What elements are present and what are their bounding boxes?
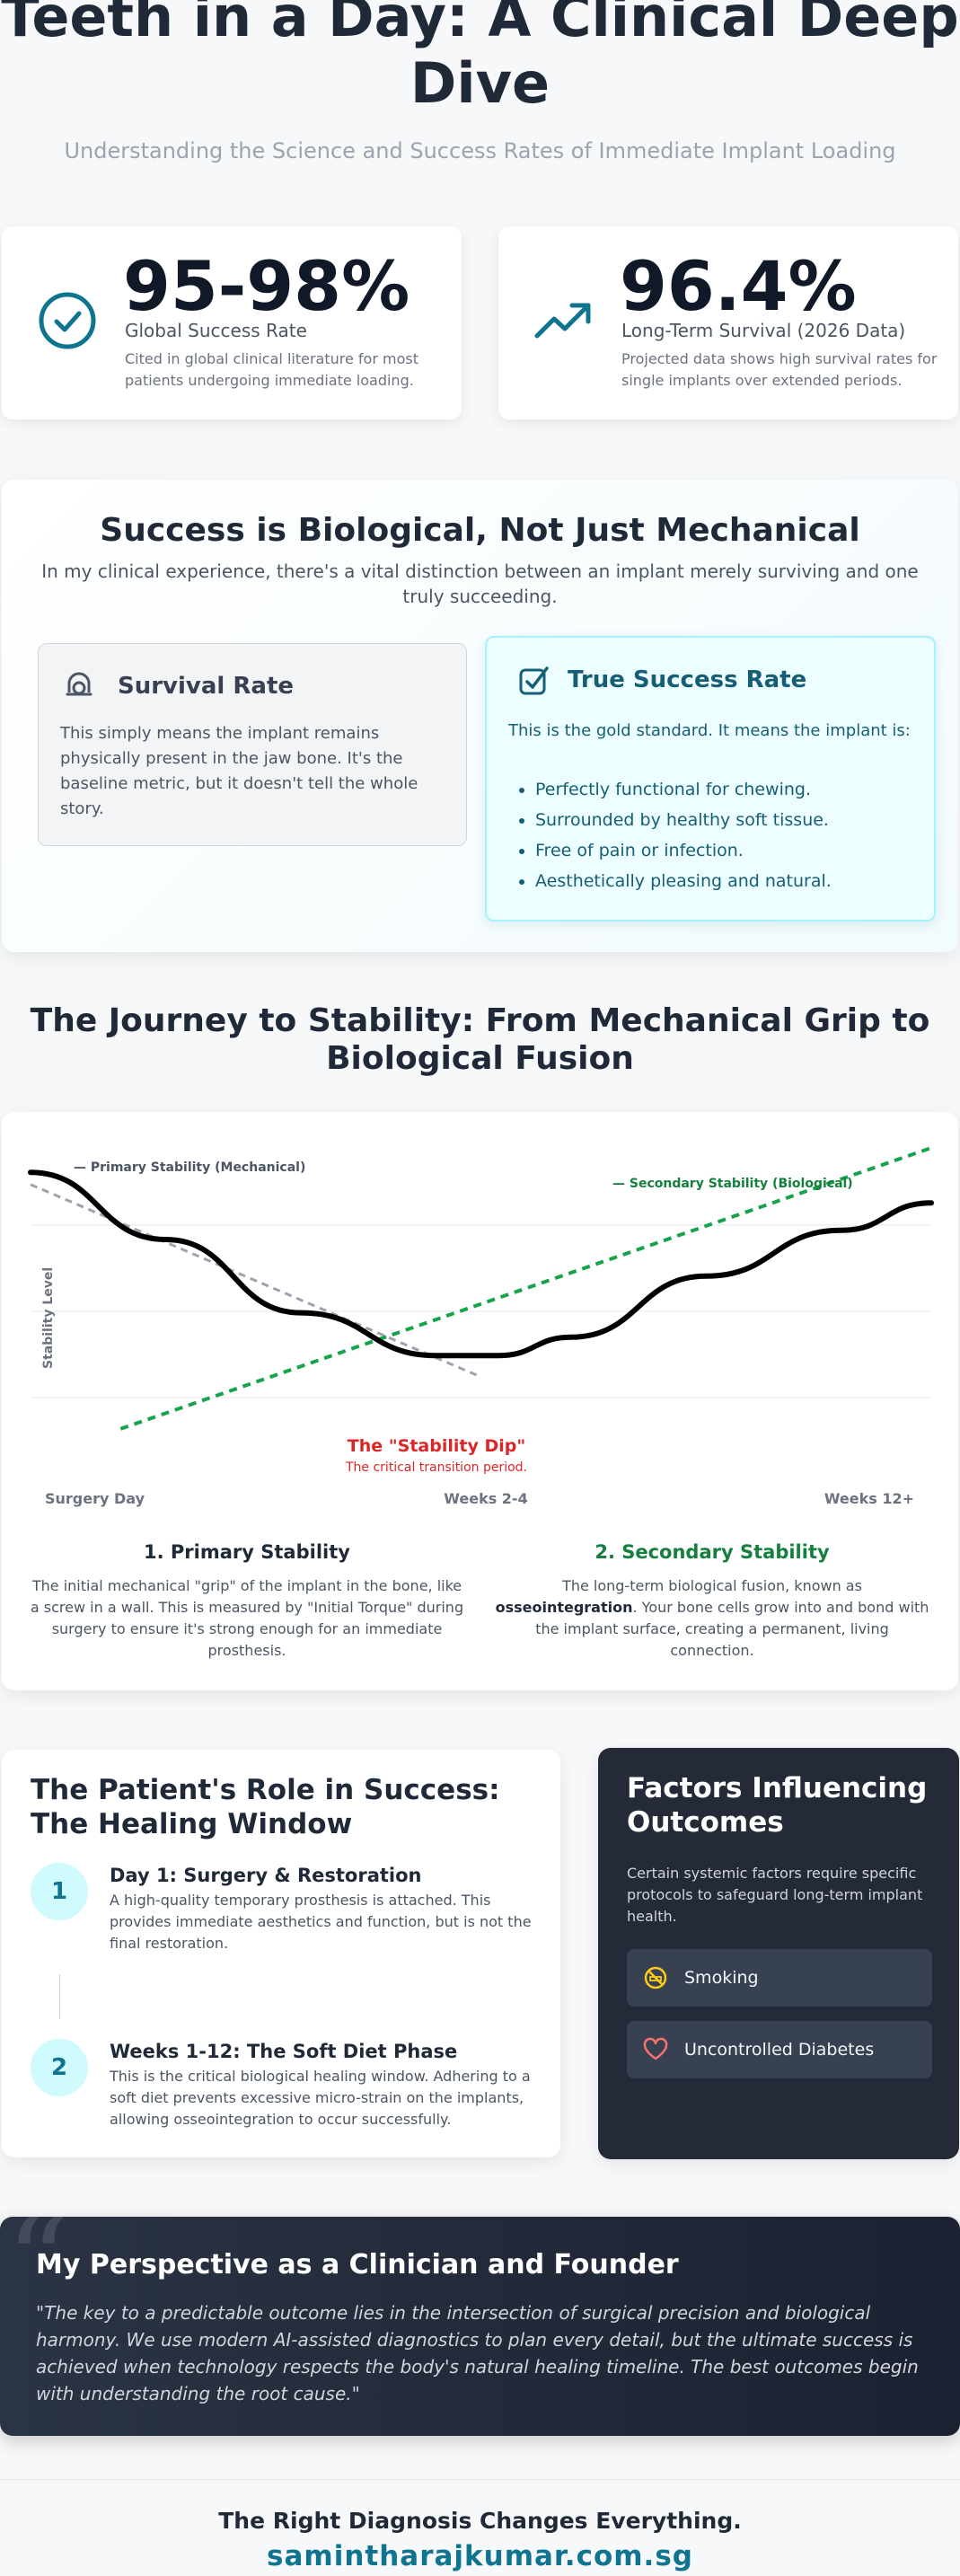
list-item: Aesthetically pleasing and natural.	[535, 866, 916, 896]
page-title: Teeth in a Day: A Clinical Deep Dive	[1, 0, 959, 116]
combined-stability-line	[28, 1169, 934, 1359]
factor-smoking: Smoking	[627, 1949, 932, 2007]
trending-up-icon	[534, 303, 591, 339]
footer-divider	[0, 2479, 960, 2480]
x-tick-label: Weeks 12+	[824, 1490, 914, 1507]
factor-label: Uncontrolled Diabetes	[684, 2040, 875, 2060]
section-lead: In my clinical experience, there's a vit…	[41, 560, 919, 607]
step-number: 2	[31, 2039, 88, 2096]
list-item: Surrounded by healthy soft tissue.	[535, 805, 916, 835]
page-subtitle: Understanding the Science and Success Ra…	[64, 138, 896, 163]
success-section: Success is Biological, Not Just Mechanic…	[2, 480, 958, 952]
quote-mark-icon: “	[5, 2190, 70, 2336]
stat-label: Long-Term Survival (2026 Data)	[621, 320, 906, 341]
step-title: Weeks 1-12: The Soft Diet Phase	[110, 2041, 458, 2062]
secondary-stability-text: The long-term biological fusion, known a…	[492, 1575, 932, 1662]
factors-title: Factors Influencing Outcomes	[627, 1772, 928, 1839]
factors-text: Certain systemic factors require specifi…	[627, 1865, 923, 1925]
stability-chart: — Primary Stability (Mechanical) — Second…	[28, 1146, 934, 1507]
true-success-title: True Success Rate	[568, 666, 807, 693]
step-number: 1	[31, 1863, 88, 1920]
step-connector	[59, 1974, 60, 2019]
stat-value: 96.4%	[620, 246, 857, 326]
secondary-text-part: The long-term biological fusion, known a…	[562, 1577, 862, 1594]
perspective-quote: "The key to a predictable outcome lies i…	[36, 2302, 919, 2404]
true-success-list: Perfectly functional for chewing. Surrou…	[512, 774, 916, 896]
check-badge-icon	[519, 666, 549, 695]
stat-value: 95-98%	[123, 246, 410, 326]
check-circle-icon	[39, 292, 96, 349]
primary-stability-caption: 1. Primary Stability The initial mechani…	[27, 1541, 467, 1662]
list-item: Perfectly functional for chewing.	[535, 774, 916, 805]
patient-role-title: The Patient's Role in Success: The Heali…	[31, 1774, 500, 1840]
journey-title: The Journey to Stability: From Mechanica…	[30, 1002, 930, 1077]
annotation-subtitle: The critical transition period.	[345, 1460, 527, 1475]
survival-rate-card: Survival Rate This simply means the impl…	[38, 643, 467, 846]
survival-rate-text: This simply means the implant remains ph…	[60, 724, 418, 818]
step-text: A high-quality temporary prosthesis is a…	[110, 1892, 532, 1952]
factor-diabetes: Uncontrolled Diabetes	[627, 2021, 932, 2078]
true-success-text: This is the gold standard. It means the …	[508, 721, 911, 740]
stat-label: Global Success Rate	[125, 320, 307, 341]
x-tick-label: Surgery Day	[45, 1490, 145, 1507]
perspective-title: My Perspective as a Clinician and Founde…	[36, 2249, 679, 2280]
y-axis-label: Stability Level	[41, 1267, 56, 1369]
secondary-text-part: . Your bone cells grow into and bond wit…	[535, 1599, 929, 1659]
patient-role-panel: The Patient's Role in Success: The Heali…	[2, 1750, 560, 2157]
section-title: Success is Biological, Not Just Mechanic…	[100, 512, 860, 549]
primary-stability-text: The initial mechanical "grip" of the imp…	[30, 1577, 464, 1659]
stat-note: Cited in global clinical literature for …	[125, 350, 418, 389]
perspective-panel: “ My Perspective as a Clinician and Foun…	[0, 2201, 960, 2436]
list-item: Free of pain or infection.	[535, 835, 916, 866]
factor-label: Smoking	[684, 1968, 759, 1988]
heart-icon	[643, 2037, 668, 2060]
journey-chart-panel: — Primary Stability (Mechanical) — Second…	[2, 1112, 958, 1690]
stat-note: Projected data shows high survival rates…	[621, 350, 938, 389]
ring-icon	[66, 672, 92, 696]
true-success-card: True Success Rate This is the gold stand…	[485, 636, 936, 922]
x-tick-label: Weeks 2-4	[444, 1490, 527, 1507]
step-text: This is the critical biological healing …	[110, 2068, 531, 2128]
step-title: Day 1: Surgery & Restoration	[110, 1865, 422, 1886]
secondary-stability-caption: 2. Secondary Stability The long-term bio…	[492, 1541, 932, 1662]
annotation-title: The "Stability Dip"	[348, 1436, 525, 1456]
legend-secondary: — Secondary Stability (Biological)	[612, 1177, 853, 1191]
footer-website-link[interactable]: samintharajkumar.com.sg	[267, 2540, 693, 2572]
secondary-stability-title: 2. Secondary Stability	[594, 1541, 830, 1563]
factors-panel: Factors Influencing Outcomes Certain sys…	[598, 1748, 959, 2159]
stat-card-survival: 96.4% Long-Term Survival (2026 Data) Pro…	[498, 226, 958, 419]
secondary-text-bold: osseointegration	[495, 1599, 633, 1616]
no-smoking-icon	[644, 1966, 667, 1989]
stat-card-success-rate: 95-98% Global Success Rate Cited in glob…	[2, 226, 462, 419]
primary-stability-title: 1. Primary Stability	[144, 1541, 350, 1563]
footer-tagline: The Right Diagnosis Changes Everything.	[218, 2508, 742, 2534]
survival-rate-title: Survival Rate	[118, 673, 295, 700]
legend-primary: — Primary Stability (Mechanical)	[74, 1160, 305, 1175]
primary-stability-line	[30, 1183, 482, 1379]
